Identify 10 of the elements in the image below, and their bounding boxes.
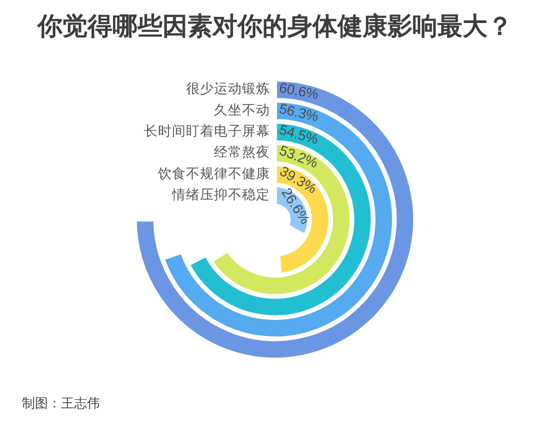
category-label: 很少运动锻炼 [186,81,270,98]
category-label: 久坐不动 [214,102,270,118]
category-label: 经常熬夜 [214,144,270,161]
data-label: 60.6% [278,79,320,102]
category-label: 情绪压抑不稳定 [171,187,270,204]
category-label: 饮食不规律不健康 [157,166,270,182]
data-label: 56.3% [278,100,320,124]
category-label: 长时间盯着电子屏幕 [144,123,270,140]
text: 你觉得哪些因素对你的身体健康影响最大？ [36,12,512,40]
text: 制图：王志伟 [22,396,100,412]
